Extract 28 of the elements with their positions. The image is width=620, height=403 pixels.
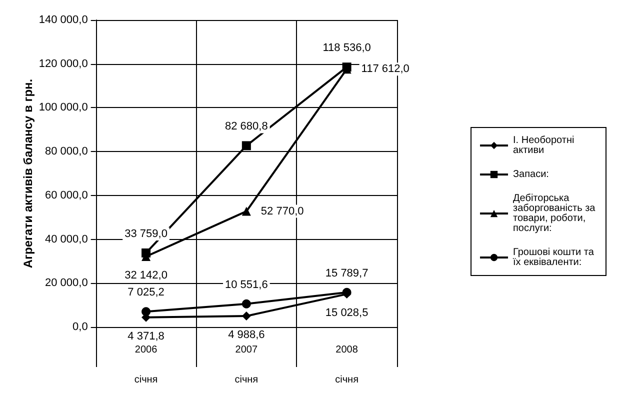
data-label: 52 770,0 xyxy=(260,205,304,218)
category-label: 2006 січня xyxy=(134,344,158,386)
y-tick-label: 0,0 xyxy=(72,321,88,333)
data-label: 15 028,5 xyxy=(325,307,368,320)
y-tick-label: 60 000,0 xyxy=(45,189,88,202)
y-tick-label: 140 000,0 xyxy=(38,14,88,26)
data-label: 4 988,6 xyxy=(228,329,265,342)
data-label: 117 612,0 xyxy=(361,63,410,76)
legend-label: Дебіторська заборгованість за товари, роботи, послуги: xyxy=(513,193,598,234)
data-label: 82 680,8 xyxy=(225,120,268,133)
data-label: 7 025,2 xyxy=(128,286,164,299)
data-label: 33 759,0 xyxy=(124,228,168,240)
y-tick-label: 20 000,0 xyxy=(45,277,88,290)
legend-label: Грошові кошти та їх еквіваленти: xyxy=(512,247,597,268)
y-axis-title: Агрегати активів балансу в грн. xyxy=(20,78,35,268)
data-label: 32 142,0 xyxy=(124,270,168,282)
legend-label: І. Необоротні активи xyxy=(513,135,577,156)
data-label: 15 789,7 xyxy=(325,267,368,280)
category-label: 2008 січня xyxy=(335,344,358,386)
data-label: 4 371,8 xyxy=(128,330,164,342)
y-tick-label: 80 000,0 xyxy=(45,146,88,158)
data-label: 118 536,0 xyxy=(322,42,371,54)
y-tick-label: 120 000,0 xyxy=(38,58,88,70)
y-tick-label: 40 000,0 xyxy=(45,233,88,246)
legend-label: Запаси: xyxy=(513,169,549,180)
category-label: 2007 січня xyxy=(234,344,258,386)
data-label: 10 551,6 xyxy=(225,278,268,291)
y-tick-label: 100 000,0 xyxy=(38,102,88,114)
